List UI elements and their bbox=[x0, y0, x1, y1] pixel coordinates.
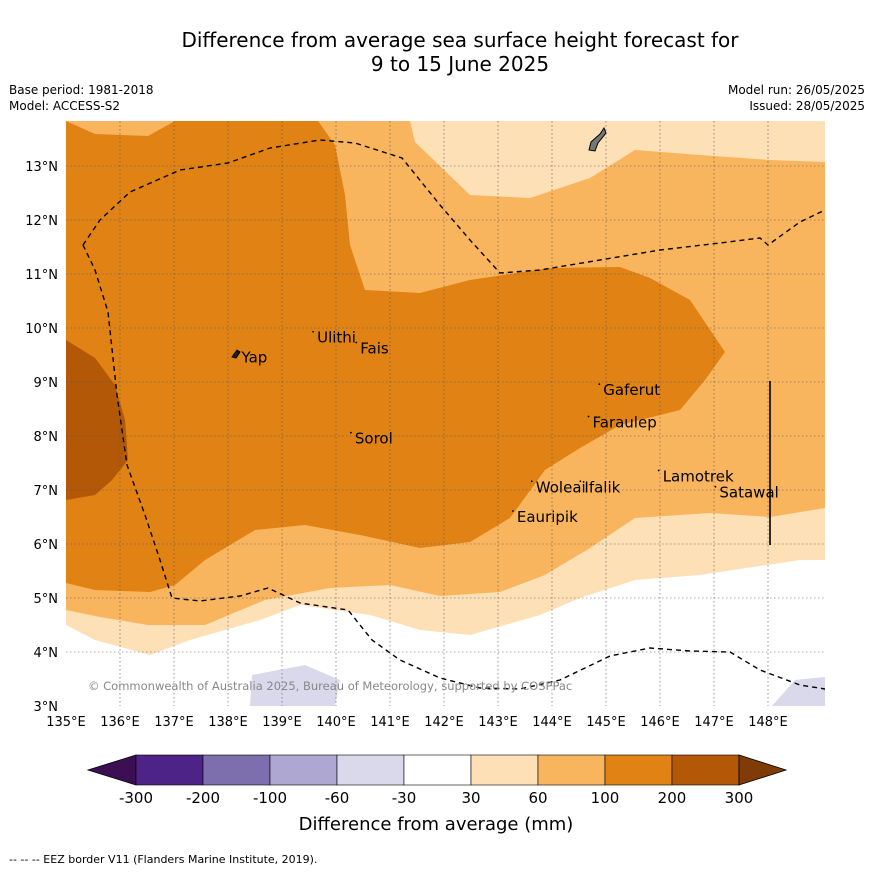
eez-footnote: -- -- -- EEZ border V11 (Flanders Marine… bbox=[9, 853, 318, 866]
issued-date: Issued: 28/05/2025 bbox=[749, 99, 865, 113]
lat-tick-label: 7°N bbox=[34, 484, 59, 499]
colorbar-swatch bbox=[202, 754, 271, 786]
colorbar-tick-label: 60 bbox=[528, 789, 547, 807]
lon-tick-label: 141°E bbox=[370, 715, 410, 730]
colorbar-tick-label: -300 bbox=[119, 789, 153, 807]
place-marker bbox=[312, 330, 314, 333]
contour-neg-patch-2 bbox=[772, 677, 825, 706]
info-right: Model run: 26/05/2025 Issued: 28/05/2025 bbox=[728, 82, 865, 114]
lon-tick-label: 140°E bbox=[316, 715, 356, 730]
lon-tick-label: 147°E bbox=[694, 715, 734, 730]
lat-tick-label: 6°N bbox=[34, 538, 59, 553]
lon-tick-label: 145°E bbox=[586, 715, 626, 730]
lon-tick-label: 135°E bbox=[46, 715, 86, 730]
colorbar-tick-label: -200 bbox=[186, 789, 220, 807]
place-marker bbox=[530, 480, 533, 483]
lon-tick-label: 142°E bbox=[424, 715, 464, 730]
lat-tick-label: 9°N bbox=[34, 376, 59, 391]
contour-neg-patch-1 bbox=[250, 665, 340, 706]
base-period: Base period: 1981-2018 bbox=[9, 83, 154, 97]
lon-tick-label: 136°E bbox=[100, 715, 140, 730]
latitude-labels: 3°N 4°N 5°N 6°N 7°N 8°N 9°N 10°N 11°N 12°N 13°N bbox=[25, 160, 58, 715]
lat-tick-label: 10°N bbox=[25, 322, 58, 337]
lon-tick-label: 146°E bbox=[640, 715, 680, 730]
colorbar-swatch bbox=[604, 754, 673, 786]
place-label: Fais bbox=[360, 340, 389, 358]
model-run: Model run: 26/05/2025 bbox=[727, 83, 865, 97]
colorbar-swatch bbox=[269, 754, 338, 786]
place-marker bbox=[598, 383, 601, 385]
place-marker bbox=[512, 510, 514, 512]
lat-tick-label: 8°N bbox=[34, 430, 59, 445]
lat-tick-label: 13°N bbox=[25, 160, 58, 175]
info-left: Base period: 1981-2018 Model: ACCESS-S2 bbox=[9, 82, 154, 114]
place-label: Faraulep bbox=[593, 414, 657, 432]
lat-tick-label: 12°N bbox=[25, 214, 58, 229]
lat-tick-label: 5°N bbox=[34, 592, 59, 607]
lon-tick-label: 137°E bbox=[154, 715, 194, 730]
title-line-1: Difference from average sea surface heig… bbox=[181, 28, 739, 52]
place-label: Ifalik bbox=[584, 478, 620, 496]
place-label: Gaferut bbox=[603, 381, 660, 399]
place-marker bbox=[350, 431, 352, 434]
place-marker bbox=[579, 480, 582, 483]
contour-200-300 bbox=[66, 340, 128, 500]
colorbar-tick-label: 300 bbox=[725, 789, 754, 807]
lon-tick-label: 139°E bbox=[262, 715, 302, 730]
guam-island bbox=[588, 126, 607, 152]
place-label: Eauripik bbox=[517, 508, 578, 526]
lon-tick-label: 148°E bbox=[748, 715, 788, 730]
place-marker bbox=[236, 350, 239, 353]
colorbar-swatch bbox=[671, 754, 740, 786]
copyright-text: © Commonwealth of Australia 2025, Bureau… bbox=[88, 679, 572, 693]
place-marker bbox=[587, 415, 590, 418]
place-marker bbox=[355, 341, 358, 344]
colorbar-arrow-high bbox=[738, 754, 788, 786]
colorbar-tick-label: 100 bbox=[591, 789, 620, 807]
colorbar-swatch bbox=[537, 754, 606, 786]
colorbar-arrow-low bbox=[86, 754, 137, 786]
colorbar-swatch bbox=[336, 754, 405, 786]
place-marker bbox=[714, 485, 717, 488]
place-label: Yap bbox=[241, 349, 268, 367]
place-label: Sorol bbox=[355, 430, 393, 448]
place-label: Ulithi bbox=[317, 329, 356, 347]
contour-100-200 bbox=[66, 121, 725, 592]
colorbar-tick-label: -30 bbox=[392, 789, 417, 807]
colorbar-swatch bbox=[403, 754, 472, 786]
colorbar-tick-label: 30 bbox=[461, 789, 480, 807]
contour-top-left-edge bbox=[66, 121, 175, 136]
lon-tick-label: 138°E bbox=[208, 715, 248, 730]
grid-lines bbox=[66, 121, 825, 706]
lat-tick-label: 11°N bbox=[25, 268, 58, 283]
colorbar-swatch bbox=[135, 754, 204, 786]
lon-tick-label: 144°E bbox=[532, 715, 572, 730]
colorbar-tick-label: -100 bbox=[253, 789, 287, 807]
lat-tick-label: 4°N bbox=[34, 646, 59, 661]
eez-border bbox=[82, 244, 825, 690]
longitude-labels: 135°E 136°E 137°E 138°E 139°E 140°E 141°E 142°E… bbox=[46, 715, 788, 730]
colorbar-swatch bbox=[470, 754, 539, 786]
model-name: Model: ACCESS-S2 bbox=[9, 99, 121, 113]
place-label: Satawal bbox=[719, 484, 778, 502]
title-line-2: 9 to 15 June 2025 bbox=[370, 52, 550, 76]
place-label: Woleai bbox=[536, 478, 586, 496]
place-marker bbox=[657, 469, 660, 472]
colorbar-label: Difference from average (mm) bbox=[299, 814, 574, 835]
colorbar-tick-label: 200 bbox=[658, 789, 687, 807]
colorbar-tick-label: -60 bbox=[325, 789, 350, 807]
lat-tick-label: 3°N bbox=[34, 700, 59, 715]
colorbar: -300 -200 -100 -60 -30 30 60 100 200 300 bbox=[86, 754, 788, 807]
place-label: Lamotrek bbox=[663, 468, 734, 486]
map-title: Difference from average sea surface heig… bbox=[0, 28, 873, 76]
lon-tick-label: 143°E bbox=[478, 715, 518, 730]
